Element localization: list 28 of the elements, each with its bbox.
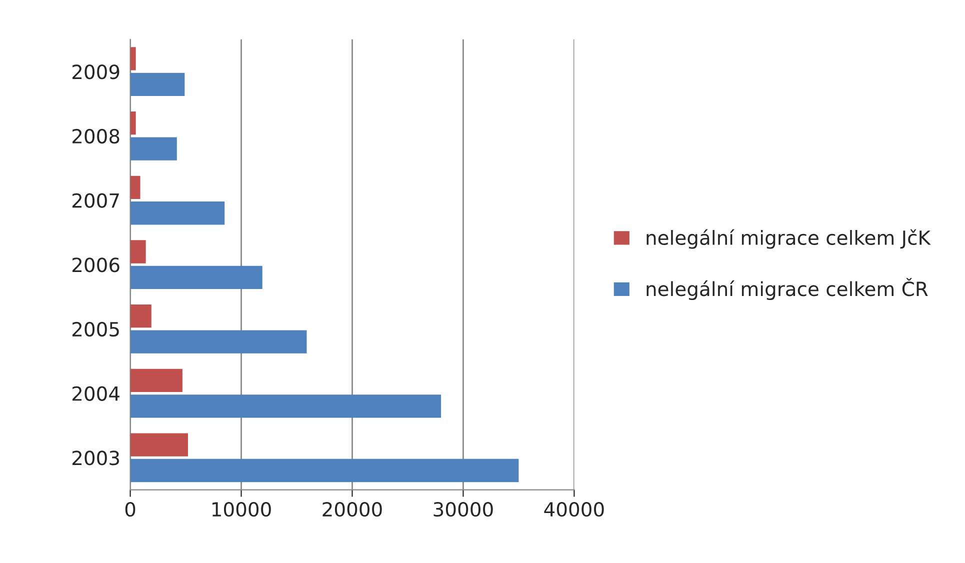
y-tick-label: 2005: [72, 322, 119, 337]
bar: [130, 240, 146, 264]
x-tick-label: 30000: [434, 502, 493, 517]
y-tick-label: 2006: [72, 258, 120, 272]
y-tick-label: 2008: [72, 128, 120, 144]
bar: [130, 368, 182, 392]
bar: [130, 266, 262, 290]
bar: [130, 137, 177, 160]
y-tick-label: 2003: [72, 450, 119, 466]
bar: [130, 458, 519, 482]
bar: [130, 47, 136, 70]
x-tick-label: 40000: [544, 502, 604, 517]
legend-label: nelegální migrace celkem JčK: [646, 229, 931, 249]
y-tick-label: 2009: [72, 64, 120, 80]
bar: [130, 72, 185, 96]
bar: [130, 176, 140, 199]
x-tick-label: 10000: [212, 502, 271, 517]
y-tick-label: 2007: [72, 193, 119, 208]
bar: [130, 111, 136, 135]
bar: [130, 433, 188, 456]
legend-label: nelegální migrace celkem ČR: [646, 278, 928, 300]
y-tick-label: 2004: [72, 386, 120, 401]
bar: [130, 304, 152, 328]
x-tick-label: 0: [125, 502, 136, 517]
bar: [130, 330, 307, 354]
bar: [130, 202, 225, 225]
x-tick-label: 20000: [322, 502, 382, 517]
bar: [130, 394, 442, 418]
